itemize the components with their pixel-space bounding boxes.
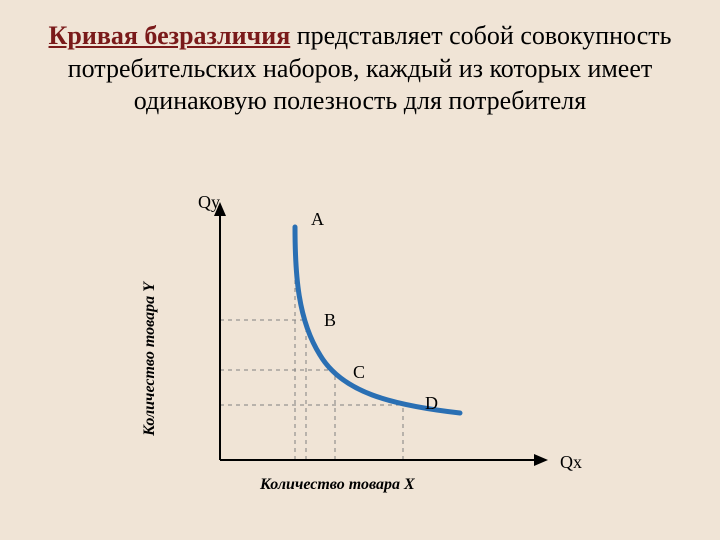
point-label-b: B [324, 310, 336, 330]
x-axis-title: Количество товара Х [260, 476, 415, 494]
title-block: Кривая безразличия представляет собой со… [40, 20, 680, 118]
indifference-curve-chart: Количество товара Y ABCD Qy Qx Количеств… [120, 200, 620, 520]
point-label-d: D [425, 393, 438, 413]
chart-svg: A B C D [120, 200, 620, 520]
qy-label: Qy [198, 192, 220, 213]
point-label-a: A [311, 209, 324, 229]
point-label-c: C [353, 362, 365, 382]
slide: Кривая безразличия представляет собой со… [0, 0, 720, 540]
qx-label: Qx [560, 452, 582, 473]
title-term: Кривая безразличия [49, 21, 291, 50]
